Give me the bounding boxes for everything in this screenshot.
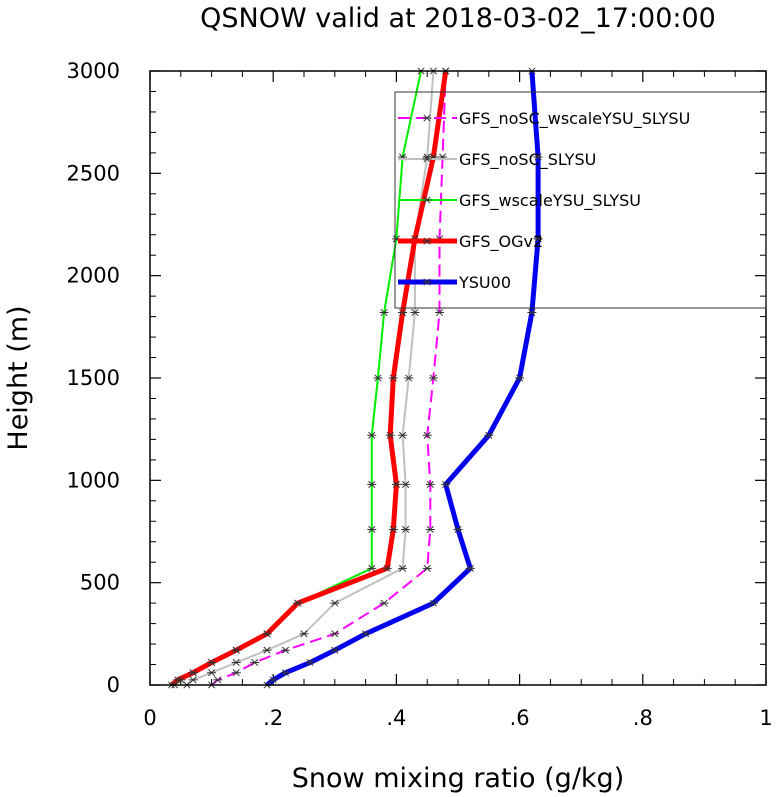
data-point-marker bbox=[398, 431, 408, 439]
data-point-marker bbox=[515, 374, 525, 382]
data-point-marker bbox=[207, 669, 217, 677]
legend-label: GFS_OGv2 bbox=[459, 232, 543, 252]
chart-title: QSNOW valid at 2018-03-02_17:00:00 bbox=[200, 3, 716, 34]
x-tick-label: 0 bbox=[143, 706, 156, 730]
data-point-marker bbox=[428, 599, 438, 607]
data-point-marker bbox=[425, 525, 435, 534]
data-point-marker bbox=[404, 374, 414, 382]
series-line bbox=[173, 70, 422, 686]
data-point-marker bbox=[398, 308, 408, 317]
x-tick-label: .2 bbox=[263, 706, 283, 730]
data-point-marker bbox=[231, 669, 241, 677]
data-point-marker bbox=[305, 658, 315, 667]
y-tick-label: 2000 bbox=[67, 264, 120, 288]
data-point-marker bbox=[428, 374, 438, 382]
data-point-marker bbox=[330, 646, 340, 654]
data-point-marker bbox=[385, 431, 395, 439]
data-point-marker bbox=[382, 564, 392, 572]
x-axis-title: Snow mixing ratio (g/kg) bbox=[292, 763, 624, 794]
data-point-marker bbox=[188, 676, 198, 684]
data-point-marker bbox=[410, 308, 420, 317]
y-axis-title: Height (m) bbox=[3, 305, 34, 450]
data-point-marker bbox=[441, 480, 451, 488]
series-line bbox=[186, 70, 435, 686]
data-point-marker bbox=[367, 564, 377, 572]
data-point-marker bbox=[299, 630, 309, 638]
data-point-marker bbox=[398, 564, 408, 572]
data-point-marker bbox=[330, 599, 340, 607]
data-point-marker bbox=[391, 480, 401, 488]
legend-marker bbox=[422, 237, 432, 245]
data-point-marker bbox=[330, 630, 340, 638]
legend-marker bbox=[422, 196, 432, 204]
data-point-marker bbox=[435, 308, 445, 317]
data-point-marker bbox=[422, 431, 432, 439]
data-point-marker bbox=[281, 669, 291, 677]
y-tick-label: 500 bbox=[80, 571, 120, 595]
x-tick-label: .8 bbox=[633, 706, 653, 730]
data-point-marker bbox=[422, 564, 432, 572]
y-tick-label: 1000 bbox=[67, 468, 120, 492]
data-point-marker bbox=[173, 676, 183, 684]
data-point-marker bbox=[379, 308, 389, 317]
data-point-marker bbox=[268, 676, 278, 684]
legend-label: GFS_noSC_SLYSU bbox=[459, 150, 596, 170]
data-point-marker bbox=[207, 658, 217, 667]
data-point-marker bbox=[373, 374, 383, 382]
y-tick-label: 0 bbox=[107, 673, 120, 697]
y-tick-label: 1500 bbox=[67, 366, 120, 390]
plot-frame bbox=[149, 70, 767, 686]
data-point-marker bbox=[379, 599, 389, 607]
y-tick-label: 2500 bbox=[67, 161, 120, 185]
data-point-marker bbox=[388, 525, 398, 534]
axis-tick-labels: 0 .2 .4 .6 .8 1 0 500 1000 1500 2000 2500 3000 bbox=[67, 59, 773, 730]
data-point-marker bbox=[367, 525, 377, 534]
data-point-marker bbox=[361, 630, 371, 638]
data-point-marker bbox=[250, 658, 260, 667]
legend-label: GFS_wscaleYSU_SLYSU bbox=[459, 191, 641, 211]
series-line bbox=[265, 70, 541, 687]
data-point-marker bbox=[533, 235, 543, 243]
data-point-marker bbox=[401, 525, 411, 534]
data-point-marker bbox=[533, 153, 543, 161]
data-point-marker bbox=[388, 374, 398, 382]
x-tick-label: .4 bbox=[386, 706, 406, 730]
data-point-marker bbox=[231, 646, 241, 654]
data-point-marker bbox=[425, 480, 435, 488]
data-point-marker bbox=[367, 431, 377, 439]
legend-box bbox=[394, 91, 767, 309]
legend-label: GFS_noSC_wscaleYSU_SLYSU bbox=[459, 109, 690, 129]
x-tick-label: .6 bbox=[510, 706, 530, 730]
y-tick-label: 3000 bbox=[67, 59, 120, 83]
data-point-marker bbox=[231, 658, 241, 667]
data-point-marker bbox=[527, 308, 537, 317]
data-point-marker bbox=[262, 630, 272, 638]
axis-ticks bbox=[149, 70, 767, 686]
data-point-marker bbox=[484, 431, 494, 439]
legend-marker bbox=[422, 278, 432, 286]
legend-label: YSU00 bbox=[458, 273, 511, 292]
data-point-marker bbox=[465, 564, 475, 572]
data-point-marker bbox=[281, 646, 291, 654]
data-point-marker bbox=[262, 646, 272, 654]
data-point-marker bbox=[188, 669, 198, 677]
series-line bbox=[210, 70, 447, 686]
legend-marker bbox=[422, 114, 432, 122]
series-line bbox=[169, 70, 449, 687]
data-point-marker bbox=[453, 525, 463, 534]
series-lines bbox=[169, 70, 541, 687]
data-point-marker bbox=[213, 676, 223, 684]
data-point-marker bbox=[401, 480, 411, 488]
data-point-marker bbox=[367, 480, 377, 488]
legend-marker bbox=[422, 155, 432, 163]
legend: GFS_noSC_wscaleYSU_SLYSU GFS_noSC_SLYSU GF… bbox=[394, 91, 767, 309]
data-point-marker bbox=[293, 599, 303, 607]
x-tick-label: 1 bbox=[759, 706, 772, 730]
